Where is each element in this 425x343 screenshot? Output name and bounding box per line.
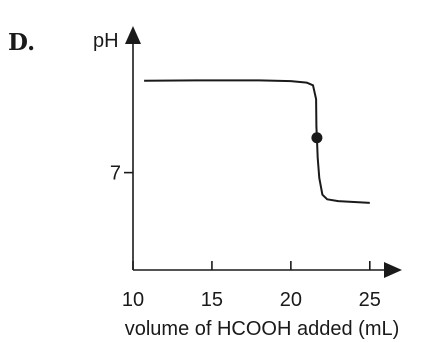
- x-tick-label: 25: [359, 289, 381, 311]
- y-axis-ticks: 7: [110, 163, 133, 185]
- x-tick-label: 10: [122, 289, 144, 311]
- panel-label: D.: [8, 29, 35, 56]
- x-tick-label: 15: [201, 289, 223, 311]
- y-tick-label: 7: [110, 163, 121, 185]
- titration-curve: [144, 79, 370, 204]
- equivalence-point-marker: [311, 132, 323, 144]
- x-axis-label: volume of HCOOH added (mL): [125, 318, 400, 340]
- y-axis-label: pH: [93, 30, 119, 52]
- y-axis-arrow-icon: [125, 26, 141, 44]
- x-axis-ticks: 10 15 20 25: [122, 261, 381, 311]
- x-axis-arrow-icon: [384, 262, 402, 278]
- x-tick-label: 20: [280, 289, 302, 311]
